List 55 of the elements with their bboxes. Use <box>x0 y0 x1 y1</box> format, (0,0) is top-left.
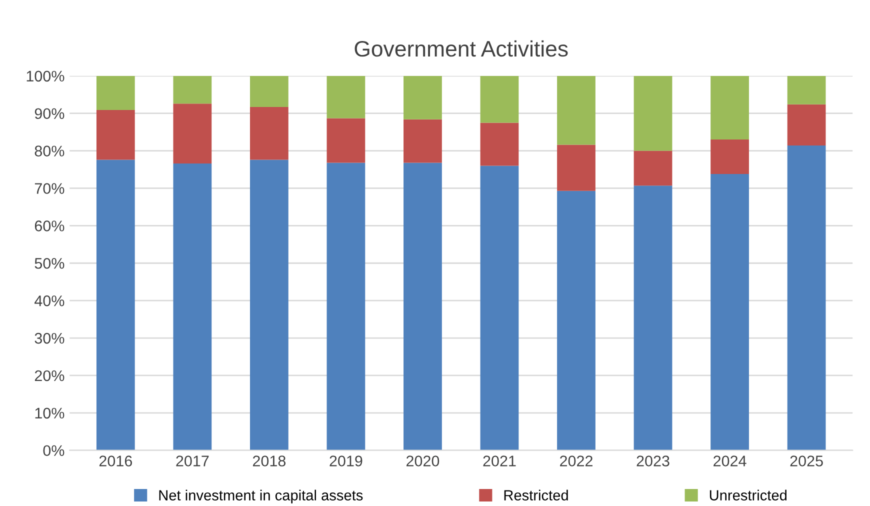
x-tick-label: 2022 <box>560 456 592 466</box>
bar <box>404 119 442 163</box>
x-tick-label: 2018 <box>252 456 286 466</box>
bar <box>480 122 519 166</box>
y-tick-label: 20% <box>34 370 64 382</box>
y-tick-label: 10% <box>35 408 64 419</box>
bar <box>787 104 826 146</box>
x-tick-label: 2019 <box>330 456 362 466</box>
bar <box>250 106 288 160</box>
bar <box>480 166 519 450</box>
x-tick-label: 2021 <box>483 456 516 466</box>
y-tick-label: 60% <box>34 220 64 232</box>
bar <box>173 104 212 164</box>
legend-label: Net investment in capital assets <box>159 490 363 504</box>
x-tick-label: 2017 <box>176 456 209 466</box>
y-tick-label: 90% <box>34 108 64 120</box>
y-tick-label: 30% <box>34 332 64 344</box>
bar <box>326 76 366 118</box>
bar <box>96 76 135 110</box>
bar <box>710 140 749 174</box>
bar <box>96 160 135 450</box>
bar <box>710 174 749 450</box>
y-tick-label: 50% <box>34 258 64 269</box>
x-tick-label: 2023 <box>636 456 670 466</box>
bar <box>634 186 672 450</box>
bar <box>326 118 366 163</box>
x-tick-label: 2025 <box>790 456 823 466</box>
y-tick-label: 70% <box>34 183 64 194</box>
legend-label: Unrestricted <box>710 490 786 500</box>
y-tick-label: 40% <box>34 295 64 306</box>
bar <box>173 164 212 450</box>
bar <box>404 162 442 450</box>
bar <box>96 110 135 160</box>
bar <box>557 190 596 450</box>
bar <box>557 144 596 191</box>
bar <box>250 160 288 450</box>
chart-title: Government Activities <box>354 40 568 57</box>
bar <box>634 76 672 151</box>
y-tick-label: 100% <box>26 70 64 82</box>
x-tick-label: 2016 <box>99 456 132 466</box>
bar <box>787 146 826 450</box>
legend-label: Restricted <box>504 490 568 500</box>
bar <box>404 76 442 120</box>
x-tick-label: 2024 <box>714 456 746 466</box>
bar <box>787 76 826 104</box>
y-tick-label: 80% <box>34 146 64 156</box>
x-tick-label: 2020 <box>406 456 440 466</box>
bar <box>480 76 519 123</box>
bar <box>557 76 596 145</box>
bar <box>173 76 212 104</box>
bar <box>250 76 288 107</box>
bar <box>634 150 672 186</box>
bar <box>326 162 366 450</box>
y-tick-label: 0% <box>43 445 64 456</box>
bar <box>710 76 749 140</box>
